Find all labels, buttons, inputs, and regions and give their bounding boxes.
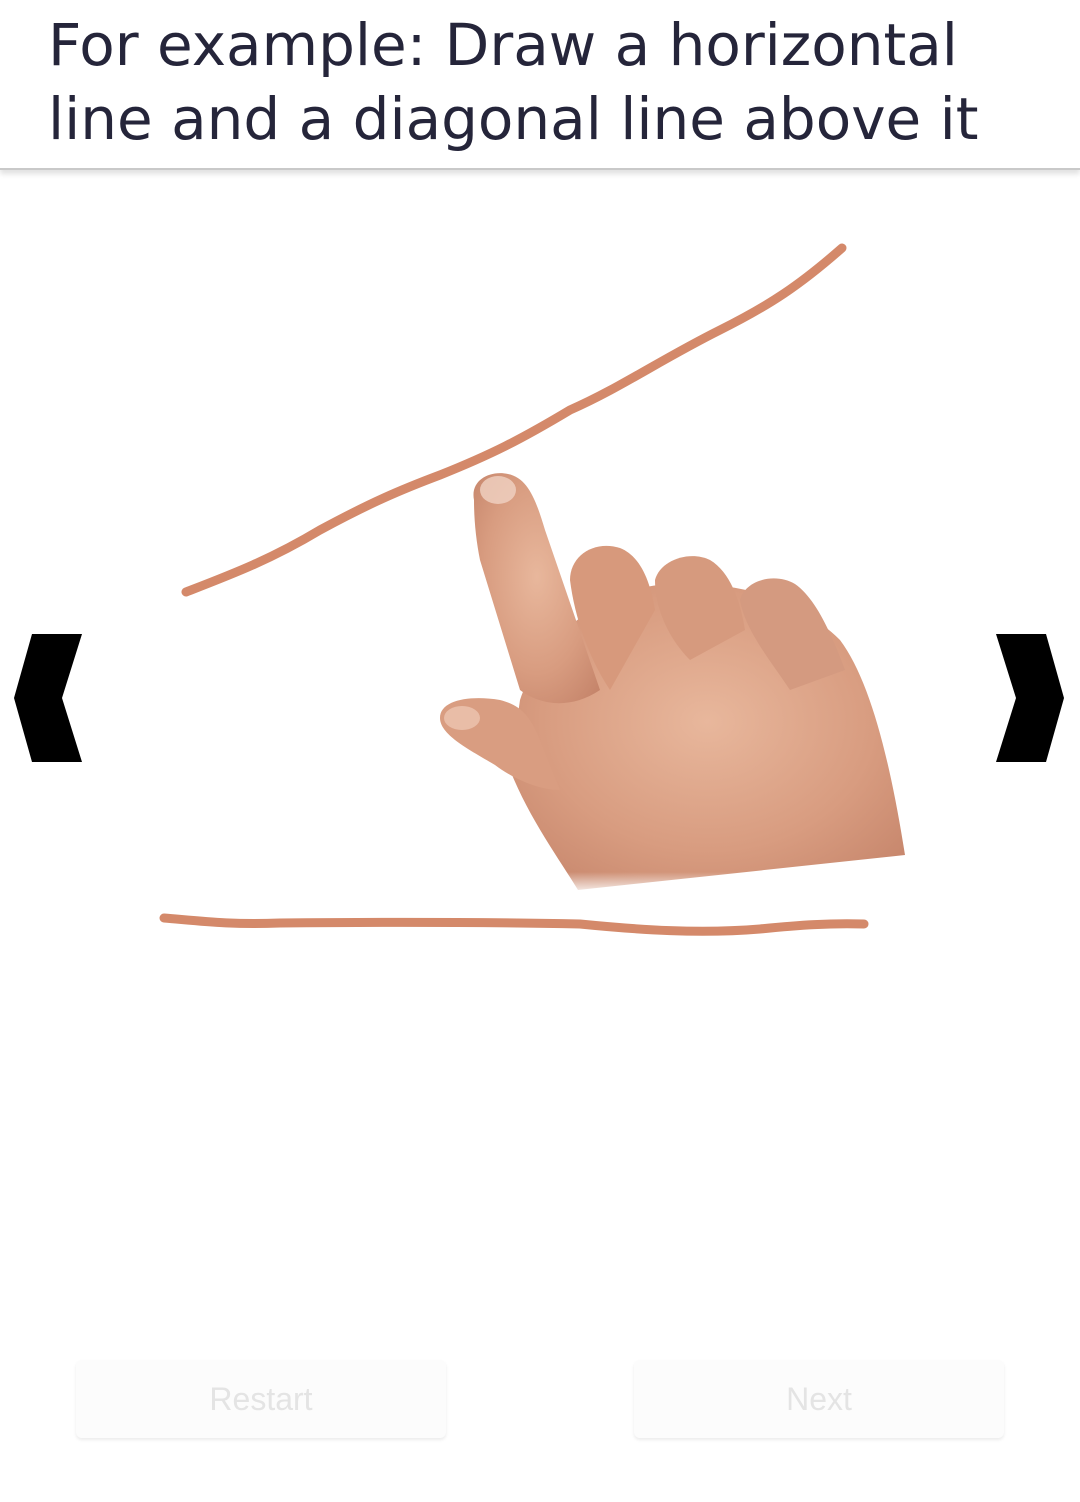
- next-button[interactable]: Next: [634, 1360, 1004, 1438]
- restart-button[interactable]: Restart: [76, 1360, 446, 1438]
- horizontal-line-stroke: [159, 913, 869, 936]
- chevron-right-icon[interactable]: [994, 632, 1066, 764]
- header: For example: Draw a horizontal line and …: [0, 0, 1080, 170]
- chevron-left-icon[interactable]: [12, 632, 84, 764]
- diagonal-line-stroke: [181, 243, 847, 597]
- drawing-canvas[interactable]: [0, 172, 1080, 1322]
- pointing-hand-icon: [420, 473, 920, 895]
- instruction-text: For example: Draw a horizontal line and …: [48, 11, 979, 153]
